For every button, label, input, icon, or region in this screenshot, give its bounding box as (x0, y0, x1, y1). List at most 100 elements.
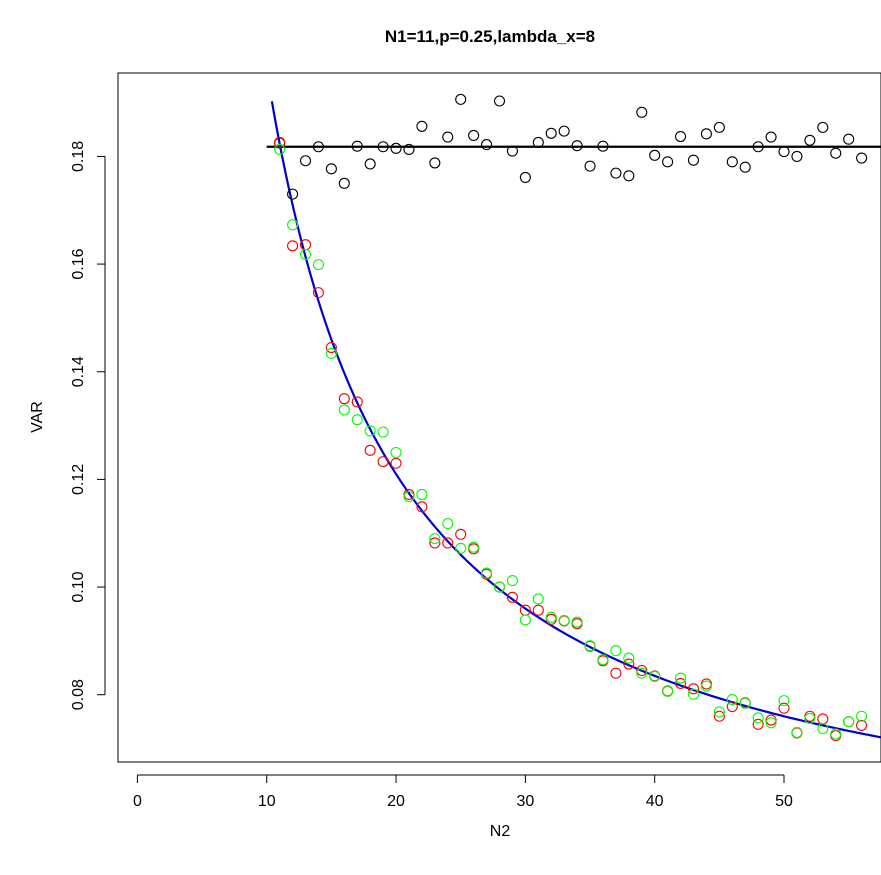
data-point (377, 426, 389, 438)
data-point (804, 134, 816, 146)
data-point (687, 688, 700, 700)
data-point (713, 706, 725, 718)
data-point (675, 672, 687, 684)
data-point (584, 160, 596, 172)
y-tick-label: 0.10 (70, 571, 87, 602)
data-point (364, 425, 376, 437)
data-point (726, 156, 738, 168)
data-point (726, 701, 738, 713)
data-point (856, 719, 868, 731)
data-point (636, 664, 648, 677)
data-point (610, 645, 622, 657)
data-point (312, 287, 324, 299)
data-point (325, 347, 337, 359)
data-point (532, 136, 544, 148)
data-point (804, 710, 816, 722)
data-point (726, 694, 738, 706)
data-point (468, 129, 480, 141)
data-point (429, 533, 441, 545)
data-point (856, 152, 868, 164)
data-point (713, 710, 725, 722)
data-point (623, 652, 635, 664)
data-point (532, 593, 544, 605)
data-point (765, 131, 777, 143)
x-tick-label: 40 (646, 793, 664, 810)
data-point (778, 146, 790, 158)
data-point (791, 150, 803, 162)
x-tick-label: 0 (133, 793, 142, 810)
data-point (687, 154, 700, 166)
data-point (610, 667, 622, 679)
x-tick-label: 50 (775, 793, 793, 810)
x-tick-label: 30 (516, 793, 534, 810)
data-point (649, 149, 661, 161)
data-point (610, 167, 622, 179)
data-point (377, 141, 389, 153)
data-point (455, 528, 467, 540)
data-point (442, 537, 454, 549)
y-tick-label: 0.14 (70, 356, 87, 387)
data-point (416, 120, 428, 132)
data-point (390, 446, 402, 459)
data-point (752, 141, 764, 153)
data-point (804, 712, 816, 724)
data-point (299, 155, 312, 167)
data-point (843, 716, 855, 728)
data-point (351, 140, 363, 152)
data-point (364, 158, 376, 170)
data-point (532, 604, 544, 616)
data-point (597, 140, 609, 152)
data-point (416, 501, 428, 513)
data-point (351, 414, 363, 426)
data-point (481, 139, 493, 151)
data-point (584, 640, 596, 652)
data-point (338, 393, 350, 405)
data-point (675, 130, 687, 143)
data-point (403, 491, 415, 503)
data-point (468, 541, 480, 553)
y-tick-label: 0.12 (70, 464, 87, 495)
data-point (765, 714, 777, 726)
data-point (325, 163, 337, 175)
data-point (752, 718, 764, 730)
data-point (649, 670, 661, 682)
data-point (338, 404, 350, 416)
data-point (287, 240, 299, 252)
data-point (390, 457, 402, 469)
data-point (830, 728, 842, 740)
data-point (390, 142, 402, 154)
data-points (274, 93, 868, 742)
data-point (662, 685, 674, 698)
x-tick-label: 20 (387, 793, 405, 810)
data-point (545, 611, 557, 623)
data-point (700, 680, 712, 692)
data-point (506, 575, 518, 587)
data-point (519, 614, 531, 626)
data-point (519, 171, 531, 183)
data-point (597, 654, 609, 666)
x-tick-label: 10 (258, 793, 276, 810)
data-point (455, 93, 467, 105)
data-point (830, 147, 842, 159)
data-point (817, 723, 829, 735)
data-point (312, 141, 324, 153)
data-point (493, 581, 506, 593)
data-point (506, 591, 518, 603)
x-axis: 0 10 20 30 40 50 (133, 774, 793, 810)
y-axis-label: VAR (29, 401, 46, 433)
data-point (274, 143, 286, 155)
data-point (739, 697, 751, 709)
data-point (817, 121, 829, 133)
data-point (364, 444, 376, 456)
data-point (287, 188, 299, 200)
data-point (558, 614, 570, 626)
data-point (636, 667, 648, 679)
x-axis-label: N2 (490, 823, 511, 840)
fit-lines (266, 101, 881, 739)
data-point (713, 121, 725, 133)
data-point (675, 677, 687, 689)
data-point (752, 712, 764, 724)
y-tick-label: 0.08 (70, 679, 87, 710)
data-point (442, 517, 454, 530)
